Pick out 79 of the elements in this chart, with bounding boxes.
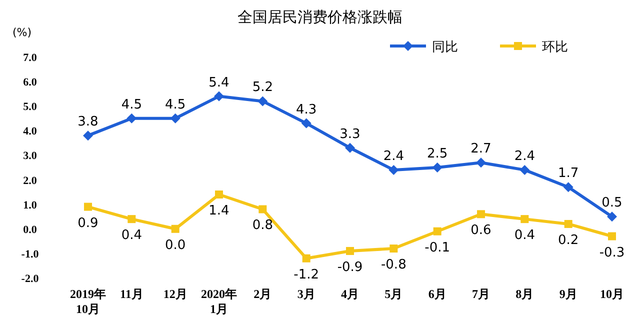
y-tick-label: 7.0 [23,52,38,64]
data-label: 5.4 [208,75,230,90]
y-tick-label: -2.0 [21,273,40,285]
data-label: 0.6 [470,223,492,238]
point [477,210,485,218]
point [258,205,267,214]
point [390,244,398,253]
data-label: 0.4 [514,228,536,244]
data-label: 0.5 [602,196,622,211]
x-tick-label: 2019年 10月 [70,287,106,316]
point [214,91,224,102]
y-tick-label: -1.0 [21,248,40,260]
y-tick-label: 3.0 [23,150,38,162]
x-tick-label: 11月 [120,287,144,301]
x-tick-label: 6月 [428,287,446,301]
point [608,232,616,240]
chart-title: 全国居民消费价格涨跌幅 [238,8,402,26]
point [563,182,574,192]
data-label: -1.2 [294,267,320,282]
x-tick-label: 3月 [297,287,316,301]
data-label: 1.7 [558,166,579,182]
data-label: 0.4 [121,228,142,244]
data-label: -0.1 [424,240,450,256]
legend-label: 环比 [542,40,568,55]
x-tick-label: 4月 [341,287,359,301]
point [83,130,93,141]
x-tick-label: 7月 [472,287,490,301]
y-tick-label: 0.0 [23,224,38,236]
data-label: 0.8 [252,218,274,234]
point [564,220,572,228]
point [520,215,529,224]
y-tick-label: 5.0 [23,101,38,114]
data-label: 2.7 [470,142,492,157]
point [388,164,399,175]
data-label: 3.3 [340,126,360,142]
point [84,202,92,211]
data-label: 2.4 [514,148,536,164]
data-label: 4.5 [164,97,186,112]
y-tick-label: 6.0 [23,76,38,89]
data-label: 2.5 [426,146,448,162]
data-label: -0.8 [380,258,406,273]
x-tick-label: 9月 [559,287,578,301]
legend-label: 同比 [432,40,458,55]
y-tick-label: 1.0 [23,199,38,212]
point [346,246,354,255]
data-label: 5.2 [252,80,274,96]
data-label: 4.3 [296,102,317,118]
x-tick-label: 10月 [600,287,624,301]
data-label: 2.4 [383,148,404,164]
point [432,162,442,172]
x-tick-label: 2月 [254,287,272,301]
x-tick-label: 5月 [384,287,403,301]
data-label: 0.0 [164,238,186,253]
data-label: -0.3 [599,245,625,260]
data-label: 1.4 [208,204,230,219]
x-tick-label: 12月 [163,287,188,301]
x-tick-label: 2020年 1月 [201,287,237,316]
point [258,96,268,106]
point [607,212,617,222]
point [128,215,136,224]
y-tick-label: 4.0 [23,126,38,138]
data-label: 3.8 [78,114,98,130]
data-label: 0.2 [558,232,579,248]
y-axis-title: (%) [12,26,32,39]
point [520,164,530,175]
y-tick-label: 2.0 [23,174,38,187]
data-label: 4.5 [121,97,142,112]
point [433,227,442,236]
point [126,113,137,124]
point [476,158,486,168]
point [301,118,312,128]
data-label: 0.9 [78,216,98,231]
x-tick-label: 8月 [516,287,534,301]
data-label: -0.9 [337,260,363,275]
point [170,113,180,124]
point [171,224,180,233]
point [302,254,310,262]
point [345,142,355,153]
point [215,190,223,199]
